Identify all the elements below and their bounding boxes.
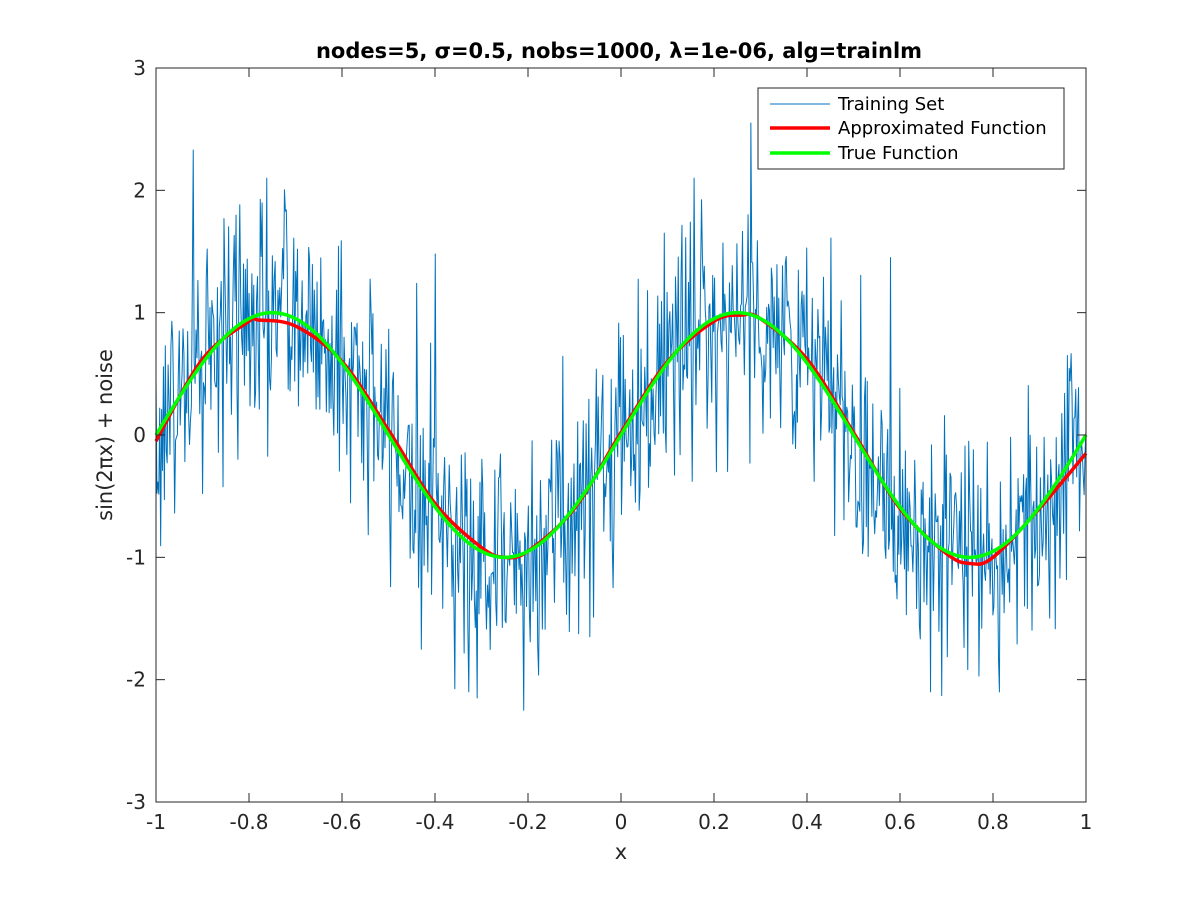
y-tick-label: -2 — [126, 668, 146, 692]
x-tick-label: -0.8 — [229, 810, 268, 834]
series-layer — [154, 122, 1088, 711]
legend-label-approximated-function: Approximated Function — [838, 118, 1047, 139]
legend-label-true-function: True Function — [837, 143, 959, 164]
x-tick-label: 0 — [615, 810, 628, 834]
y-tick-label: 2 — [133, 178, 146, 202]
plot-area: -1 -0.8 -0.6 -0.4 -0.2 0 0.2 0.4 0.6 0.8 1 -3 -2 -1 0 1… — [126, 56, 1092, 834]
x-tick-label: 0.2 — [698, 810, 730, 834]
x-tick-label: -0.6 — [322, 810, 361, 834]
y-tick-label: -1 — [126, 545, 146, 569]
series-training-set-line — [155, 122, 1087, 711]
y-axis-label: sin(2πx) + noise — [93, 349, 117, 521]
y-tick-label: -3 — [126, 790, 146, 814]
x-tick-label: -0.2 — [508, 810, 547, 834]
x-tick-label: 0.6 — [884, 810, 916, 834]
legend: Training Set Approximated Function True … — [757, 87, 1065, 170]
legend-label-training-set: Training Set — [837, 94, 944, 115]
series-true-function-line — [154, 310, 1088, 560]
y-tick-label: 3 — [133, 56, 146, 80]
y-tick-label: 1 — [133, 301, 146, 325]
x-tick-label: 0.8 — [977, 810, 1009, 834]
x-axis-label: x — [615, 840, 627, 864]
y-tick-label: 0 — [133, 423, 146, 447]
x-tick-label: -1 — [146, 810, 166, 834]
x-tick-label: 1 — [1080, 810, 1093, 834]
tick-layer: -1 -0.8 -0.6 -0.4 -0.2 0 0.2 0.4 0.6 0.8 1 -3 -2 -1 0 1… — [126, 56, 1092, 834]
x-tick-label: -0.4 — [415, 810, 454, 834]
x-tick-label: 0.4 — [791, 810, 823, 834]
chart-title: nodes=5, σ=0.5, nobs=1000, λ=1e-06, alg=… — [316, 39, 922, 63]
